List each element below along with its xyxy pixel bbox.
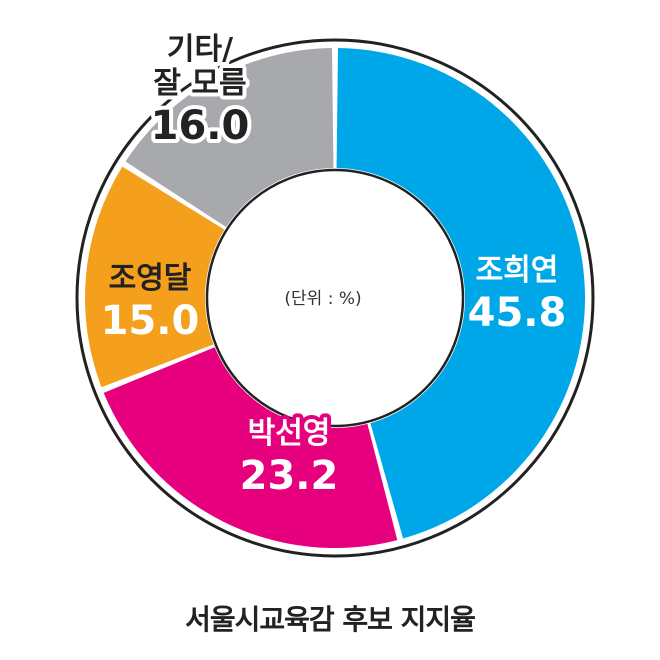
slice-label-2: 조영달 (109, 261, 192, 296)
slice-label-3-0: 기타/ (167, 32, 233, 67)
slice-3 (125, 48, 334, 228)
chart-caption: 서울시교육감 후보 지지율 (185, 603, 476, 636)
slice-value-1: 23.2 (240, 453, 339, 499)
unit-label: (단위 : %) (284, 289, 361, 309)
slice-1 (103, 347, 398, 548)
slice-label-3-1: 잘 모름 (153, 66, 246, 101)
slice-0 (336, 48, 586, 539)
slice-value-3: 16.0 (151, 103, 250, 149)
donut-hole (205, 168, 465, 428)
slice-label-1: 박선영 (248, 416, 331, 451)
slice-value-2: 15.0 (101, 298, 200, 344)
slice-value-0: 45.8 (468, 290, 567, 336)
slice-label-0: 조희연 (476, 253, 559, 288)
slice-2 (84, 166, 225, 388)
